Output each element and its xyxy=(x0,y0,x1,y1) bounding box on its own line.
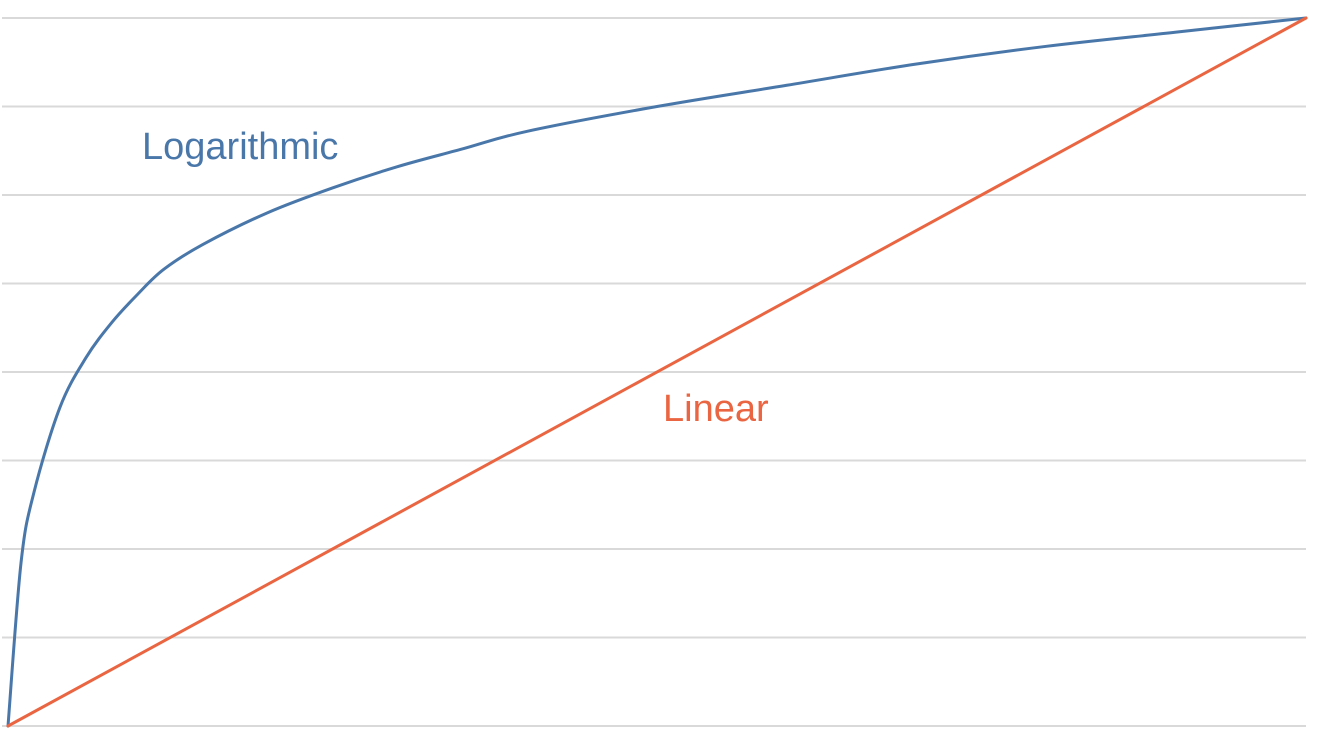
series-line-logarithmic xyxy=(6,16,1308,728)
series-label-linear: Linear xyxy=(663,388,769,430)
series-lines xyxy=(6,16,1308,728)
series-label-logarithmic: Logarithmic xyxy=(142,126,338,168)
y-axis-ticks xyxy=(2,17,8,727)
series-line-linear xyxy=(6,16,1308,728)
